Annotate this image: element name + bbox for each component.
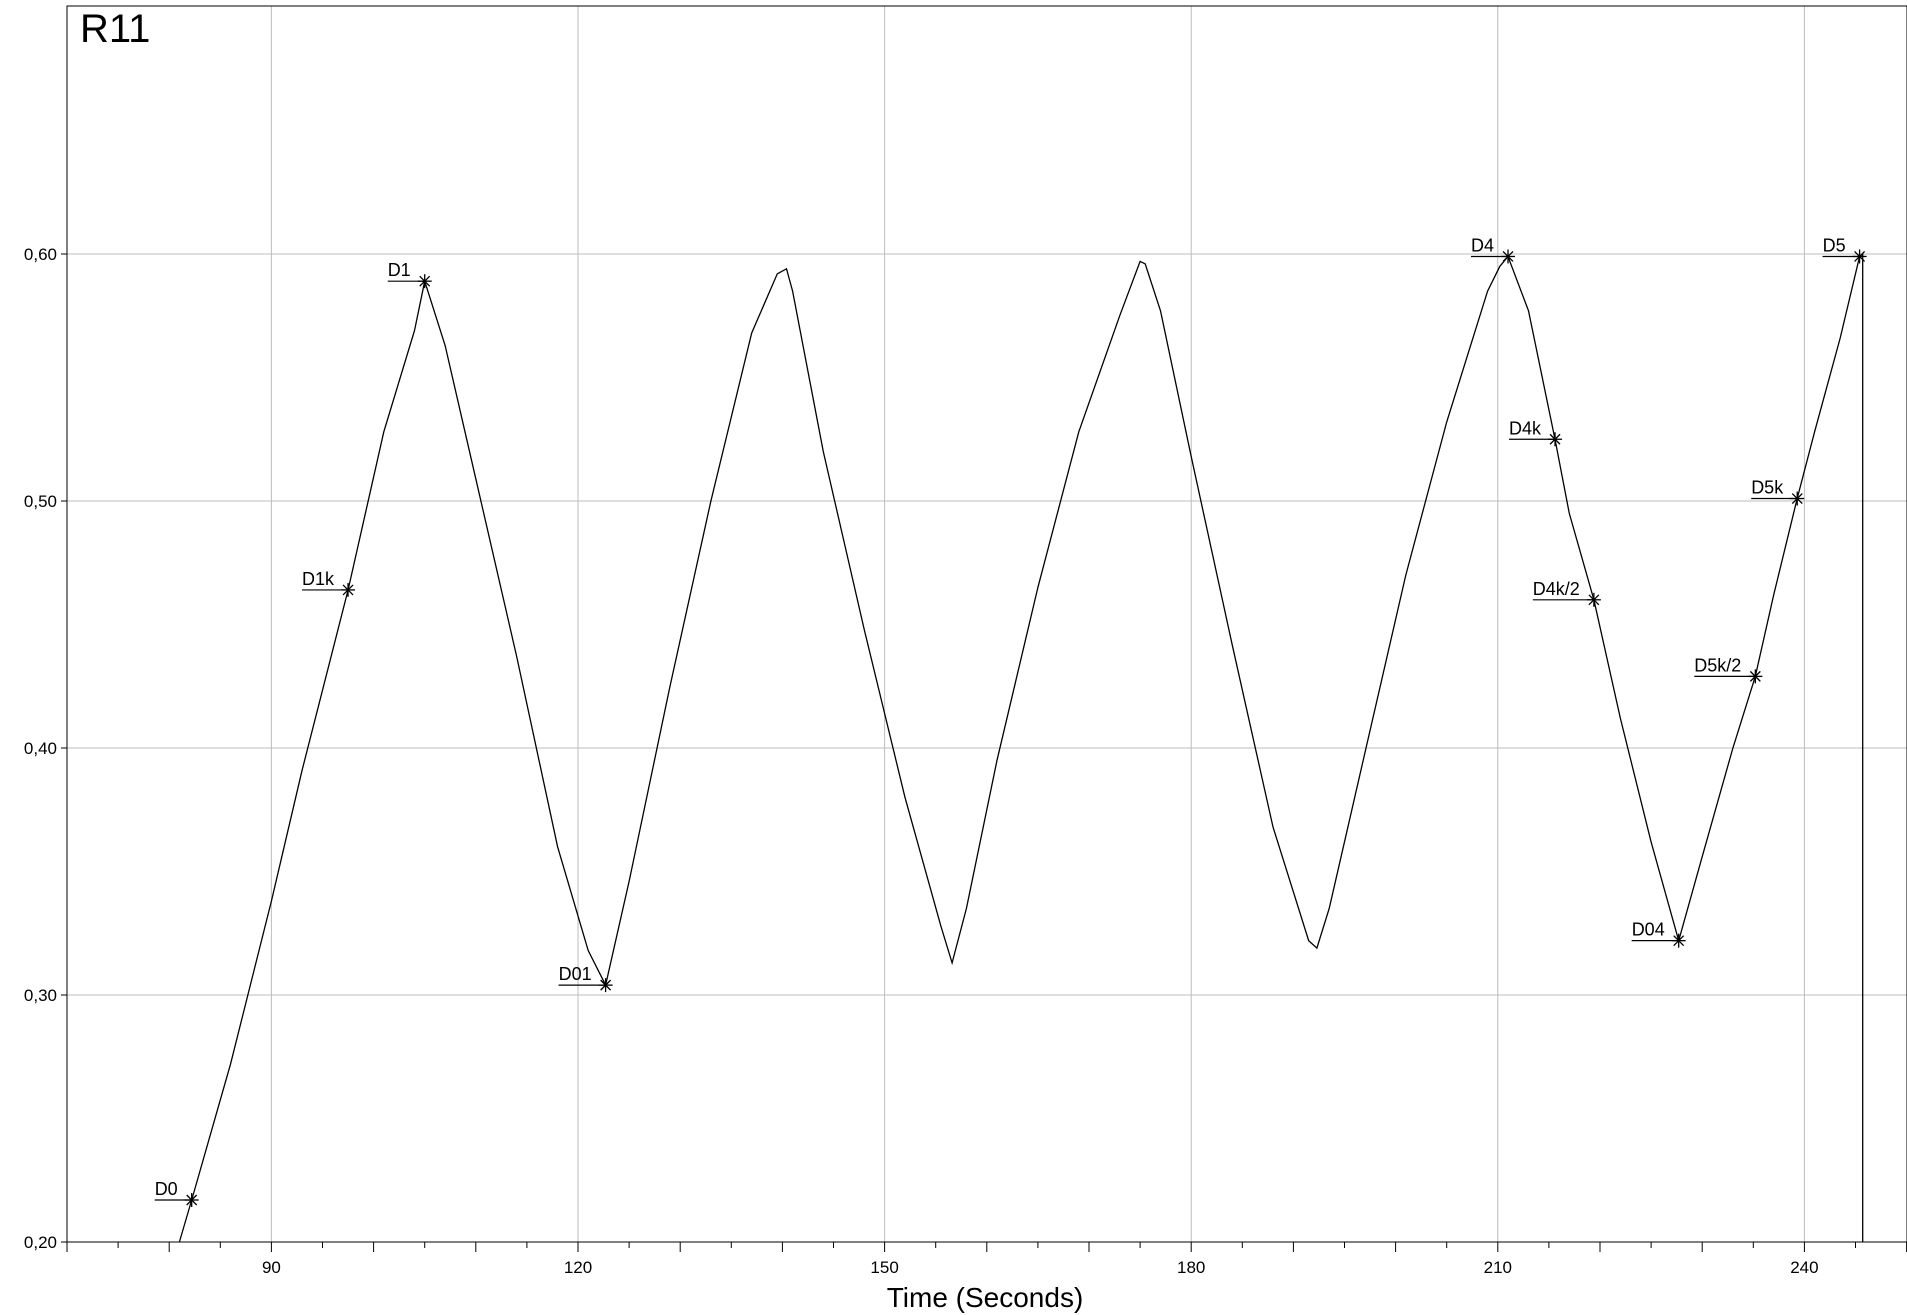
- annotation-label: D1: [388, 260, 411, 280]
- x-tick-label: 240: [1790, 1258, 1818, 1277]
- axis-layer: 90 120 150 180 210 240 0,20 0,30 0,40 0,50 0,60: [24, 245, 1907, 1277]
- star-marker-d2: [1749, 670, 1761, 682]
- annotation-label: D04: [1632, 920, 1665, 940]
- annotation-d5k-2: D5k/2: [1694, 655, 1763, 684]
- annotation-d5: D5: [1822, 236, 1867, 264]
- x-tick-label: 120: [564, 1258, 592, 1277]
- annotation-label: D5: [1823, 236, 1846, 256]
- grid-layer: [67, 6, 1907, 1242]
- annotation-label: D5k: [1751, 478, 1784, 498]
- star-marker-d2: [1673, 935, 1685, 947]
- plot-frame: [66, 5, 1907, 1243]
- chart-title: R11: [80, 7, 150, 51]
- annotation-d1k: D1k: [302, 569, 356, 597]
- annotation-label: D5k/2: [1694, 655, 1741, 675]
- y-tick-label: 0,30: [24, 986, 57, 1005]
- annotation-d01: D01: [558, 964, 613, 993]
- star-marker-d2: [1588, 594, 1600, 606]
- star-marker-d2: [186, 1194, 198, 1206]
- annotation-label: D0: [155, 1179, 178, 1199]
- annotation-d0: D0: [154, 1179, 199, 1208]
- annotation-d5k: D5k: [1751, 478, 1805, 506]
- y-tick-label: 0,40: [24, 739, 57, 758]
- star-marker-d2: [600, 979, 612, 991]
- annotation-layer: D0 D1k D1 D01 D4 D4k D4k/2 D04 D5k/2 D5k D5: [154, 236, 1867, 1208]
- annotation-label: D01: [559, 964, 592, 984]
- y-tick-label: 0,50: [24, 492, 57, 511]
- series-layer: [178, 252, 1864, 1243]
- y-tick-label: 0,60: [24, 245, 57, 264]
- star-marker-d2: [419, 275, 431, 287]
- star-marker-d2: [1502, 251, 1514, 262]
- x-tick-label: 180: [1177, 1258, 1205, 1277]
- x-tick-label: 210: [1484, 1258, 1512, 1277]
- star-marker-d2: [342, 584, 354, 596]
- x-tick-label: 90: [262, 1258, 281, 1277]
- series-line: [178, 252, 1864, 1243]
- star-marker-d2: [1854, 251, 1866, 262]
- annotation-label: D4k/2: [1533, 579, 1580, 599]
- star-marker-d2: [1791, 493, 1803, 504]
- star-marker-d2: [1549, 433, 1561, 445]
- annotation-label: D4k: [1509, 418, 1542, 438]
- y-tick-label: 0,20: [24, 1233, 57, 1252]
- annotation-d1: D1: [387, 260, 432, 289]
- annotation-d04: D04: [1631, 920, 1686, 948]
- annotation-d4: D4: [1471, 236, 1516, 264]
- x-axis-label: Time (Seconds): [887, 1282, 1084, 1313]
- annotation-d4k-2: D4k/2: [1533, 579, 1601, 607]
- x-tick-label: 150: [870, 1258, 898, 1277]
- annotation-d4k: D4k: [1509, 418, 1563, 447]
- annotation-label: D1k: [302, 569, 335, 589]
- annotation-label: D4: [1471, 236, 1494, 256]
